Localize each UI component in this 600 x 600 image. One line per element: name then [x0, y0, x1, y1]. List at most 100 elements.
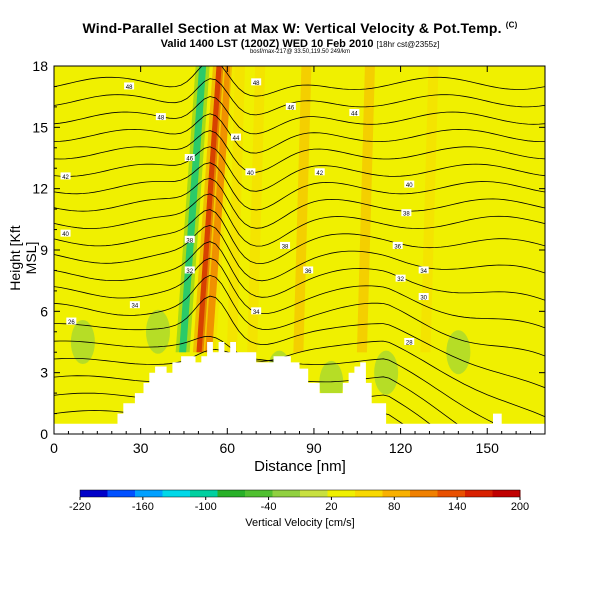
isentrope-label: 34: [129, 301, 140, 310]
isentrope-label: 32: [184, 266, 195, 275]
isentrope-label-text: 48: [126, 85, 133, 91]
isentrope-label-bg: [280, 241, 291, 249]
x-tick-label: 120: [389, 440, 413, 456]
isentrope-label-text: 32: [186, 269, 193, 275]
isentrope-line: [54, 96, 545, 135]
x-axis-label: Distance [nm]: [254, 458, 346, 475]
isentrope-label-bg: [303, 266, 314, 274]
isentrope-label: 38: [280, 241, 291, 250]
y-tick-label: 12: [32, 181, 48, 197]
isentrope-label-bg: [230, 133, 241, 141]
y-tick-label: 6: [40, 303, 48, 319]
isentrope-line: [54, 209, 545, 265]
isentrope-label-text: 44: [351, 112, 358, 118]
isentrope-label: 44: [349, 109, 360, 118]
isentrope-label-text: 34: [132, 304, 139, 310]
isentrope-label: 48: [251, 78, 262, 87]
downdraft-patch: [446, 330, 471, 375]
isentrope-label-bg: [129, 301, 140, 309]
colorbar-tick-label: -160: [132, 501, 154, 513]
isentrope-label-text: 36: [394, 244, 401, 250]
isentrope-label: 36: [303, 266, 314, 275]
isentrope-label-bg: [418, 266, 429, 274]
colorbar-frame: [79, 489, 521, 498]
colorbar-segment: [272, 490, 301, 497]
isentrope-line: [54, 241, 545, 301]
velocity-band: [293, 66, 312, 353]
isentrope-label: 42: [60, 172, 71, 181]
isentrope-label-bg: [404, 338, 415, 345]
downdraft-patch: [145, 309, 170, 354]
isentrope-label: 32: [395, 274, 406, 283]
y-axis-label: Height [Kft MSL]: [7, 225, 39, 291]
isentrope-label-text: 46: [186, 157, 193, 163]
velocity-band-halo: [351, 66, 380, 353]
isentrope-label-text: 34: [420, 269, 427, 275]
isentrope-label-text: 34: [253, 310, 260, 316]
isentrope-label: 28: [404, 338, 415, 347]
isentrope-label-text: 42: [62, 175, 69, 181]
y-tick-label: 3: [40, 365, 48, 381]
isentrope-label-bg: [184, 154, 195, 161]
isentrope-label-text: 36: [305, 269, 312, 275]
velocity-band: [356, 66, 375, 353]
isentrope-line: [54, 66, 545, 97]
velocity-band: [247, 66, 266, 353]
isentrope-line: [54, 130, 545, 173]
isentrope-label-text: 30: [420, 296, 427, 302]
isentrope-label-bg: [184, 235, 195, 243]
copyright-mark: (C): [505, 20, 518, 30]
colorbar-label: Vertical Velocity [cm/s]: [245, 517, 355, 529]
colorbar-tick-label: 140: [448, 501, 466, 513]
isentrope-label-text: 38: [186, 238, 193, 244]
isentrope-label: 36: [392, 241, 403, 250]
colorbar-tick-label: -100: [195, 501, 217, 513]
y-tick-label: 9: [40, 242, 48, 258]
isentrope-label-text: 40: [247, 171, 254, 177]
isentrope-label-text: 38: [403, 212, 410, 218]
isentrope-label: 34: [418, 266, 429, 275]
y-tick-label: 18: [32, 58, 48, 74]
isentrope-line: [54, 78, 545, 116]
isentrope-label-text: 44: [233, 136, 240, 142]
isentrope-line: [54, 193, 545, 247]
isentrope-label-bg: [285, 102, 296, 110]
isentrope-label-bg: [404, 180, 415, 188]
isentrope-label-text: 26: [68, 320, 75, 326]
isentrope-line: [54, 335, 545, 418]
isentrope-label: 46: [184, 154, 195, 163]
colorbar-segment: [135, 490, 163, 497]
isentrope-label-bg: [124, 82, 135, 90]
velocity-band-halo: [288, 66, 317, 353]
isentrope-label: 30: [418, 293, 429, 302]
colorbar-segment: [382, 490, 411, 497]
isentrope-line: [54, 162, 545, 211]
colorbar-segment: [300, 490, 328, 497]
colorbar-segment: [355, 490, 383, 497]
isentrope-label-bg: [66, 317, 77, 325]
isentrope-label-bg: [392, 241, 403, 249]
isentrope-label-bg: [418, 293, 429, 301]
velocity-band: [205, 66, 233, 353]
isentrope-label-bg: [401, 209, 412, 217]
velocity-band-halo: [175, 66, 210, 353]
colorbar-tick-label: -40: [261, 501, 277, 513]
isentrope-line: [54, 295, 545, 389]
isentrope-label: 40: [60, 229, 71, 238]
colorbar-tick-label: 80: [388, 501, 400, 513]
isentrope-line: [54, 224, 545, 282]
isentrope-label-text: 46: [287, 105, 294, 111]
isentrope-label-text: 38: [282, 244, 289, 250]
isentrope-label-text: 48: [158, 116, 165, 122]
colorbar-segment: [492, 490, 521, 497]
isentrope-label-bg: [60, 172, 71, 180]
velocity-band: [179, 66, 207, 353]
y-tick-label: 0: [40, 426, 48, 442]
colorbar-segment: [410, 490, 438, 497]
x-tick-label: 30: [133, 440, 149, 456]
isentrope-label-text: 48: [253, 81, 260, 87]
isentrope-line: [54, 274, 545, 357]
terrain: [54, 342, 545, 434]
x-tick-label: 0: [50, 440, 58, 456]
colorbar-segment: [217, 490, 246, 497]
